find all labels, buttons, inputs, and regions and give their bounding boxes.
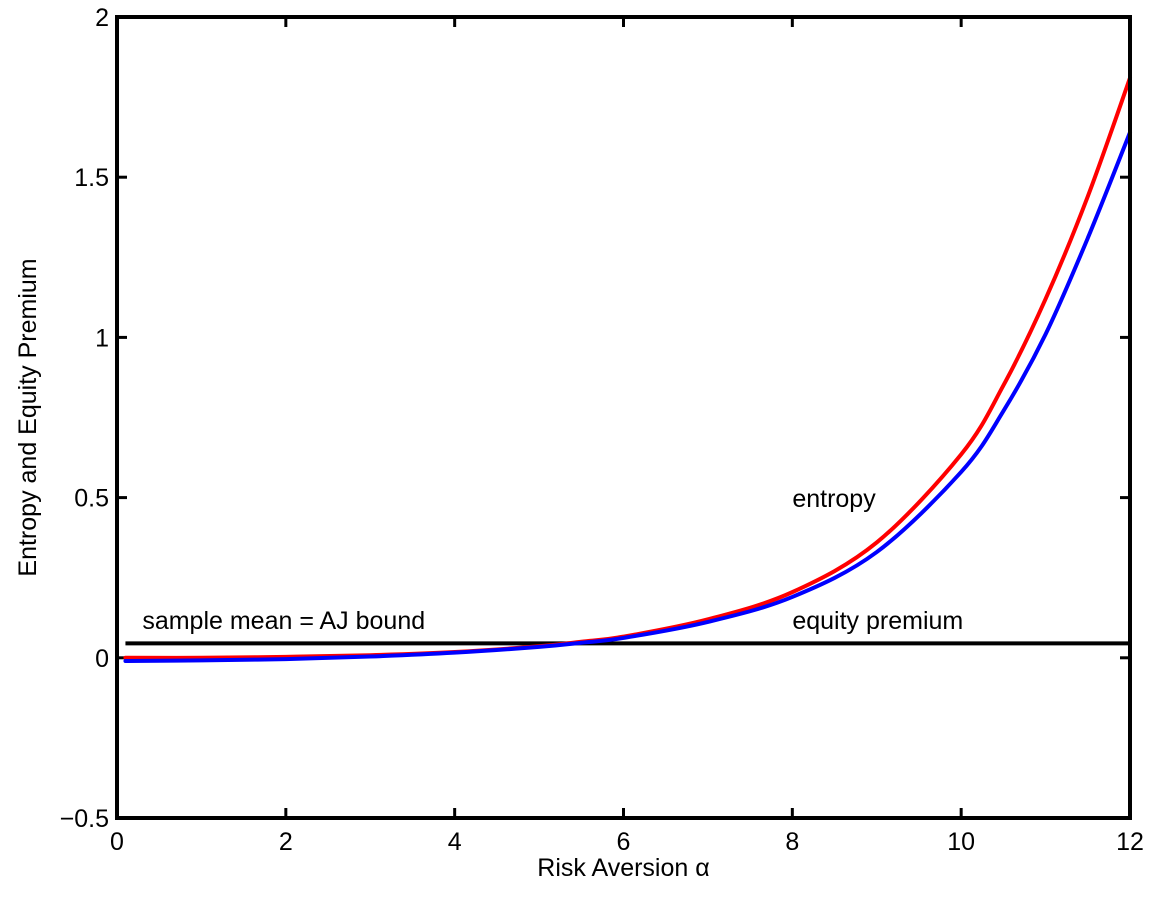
series-line-1 [123, 130, 1132, 663]
series-line-0 [123, 75, 1132, 660]
x-tick-label: 4 [448, 828, 462, 856]
plot-area-frame [115, 15, 1132, 820]
x-axis-label: Risk Aversion α [537, 854, 709, 882]
x-tick-label: 8 [785, 828, 799, 856]
plot-frame [115, 15, 1132, 820]
y-tick-label: 0.5 [74, 485, 109, 513]
x-tick-label: 0 [110, 828, 124, 856]
y-tick-label: −0.5 [60, 805, 109, 833]
x-tick-label: 6 [617, 828, 631, 856]
axis-ticks [115, 15, 1132, 820]
x-tick-label: 2 [279, 828, 293, 856]
x-tick-label: 10 [947, 828, 975, 856]
annotation-label: sample mean = AJ bound [142, 607, 425, 635]
y-tick-label: 1 [95, 324, 109, 352]
y-tick-label: 0 [95, 645, 109, 673]
annotation-label: equity premium [792, 607, 963, 635]
y-tick-label: 2 [95, 4, 109, 32]
y-axis-label: Entropy and Equity Premium [14, 258, 42, 576]
x-tick-label: 12 [1116, 828, 1144, 856]
y-tick-label: 1.5 [74, 164, 109, 192]
plot-lines [123, 75, 1132, 663]
annotation-label: entropy [792, 485, 876, 513]
